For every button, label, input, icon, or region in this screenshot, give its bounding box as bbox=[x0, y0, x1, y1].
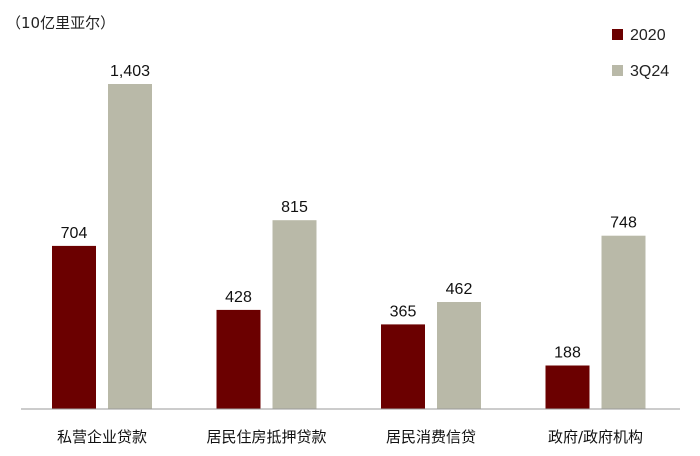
bar-3q24-1 bbox=[272, 220, 317, 409]
data-label-3q24-2: 462 bbox=[446, 281, 473, 298]
legend-label-3q24: 3Q24 bbox=[630, 63, 669, 80]
bar-3q24-0 bbox=[108, 84, 152, 409]
category-label-2: 居民消费信贷 bbox=[386, 428, 476, 446]
legend-label-2020: 2020 bbox=[630, 27, 666, 44]
bar-3q24-2 bbox=[437, 302, 481, 409]
bar-2020-0 bbox=[52, 245, 96, 409]
data-label-3q24-0: 1,403 bbox=[110, 63, 150, 80]
plot-area: 704 1,403 428 815 365 462 188 748 bbox=[52, 63, 646, 409]
data-label-2020-2: 365 bbox=[390, 303, 417, 320]
data-label-3q24-3: 748 bbox=[610, 215, 637, 232]
legend-swatch-3q24 bbox=[612, 65, 623, 76]
bar-2020-3 bbox=[545, 365, 590, 409]
data-label-2020-1: 428 bbox=[225, 289, 252, 306]
bar-3q24-3 bbox=[601, 235, 646, 409]
data-label-3q24-1: 815 bbox=[281, 199, 308, 216]
data-label-2020-3: 188 bbox=[554, 345, 581, 362]
bar-2020-1 bbox=[216, 309, 261, 409]
category-label-0: 私营企业贷款 bbox=[57, 428, 147, 446]
category-label-1: 居民住房抵押贷款 bbox=[206, 428, 326, 446]
legend: 2020 3Q24 bbox=[612, 27, 669, 80]
data-label-2020-0: 704 bbox=[61, 225, 88, 242]
unit-label: （10亿里亚尔） bbox=[6, 14, 115, 32]
bar-2020-2 bbox=[381, 324, 425, 409]
legend-swatch-2020 bbox=[612, 29, 623, 40]
category-label-3: 政府/政府机构 bbox=[548, 428, 643, 446]
category-labels: 私营企业贷款 居民住房抵押贷款 居民消费信贷 政府/政府机构 bbox=[57, 428, 643, 446]
